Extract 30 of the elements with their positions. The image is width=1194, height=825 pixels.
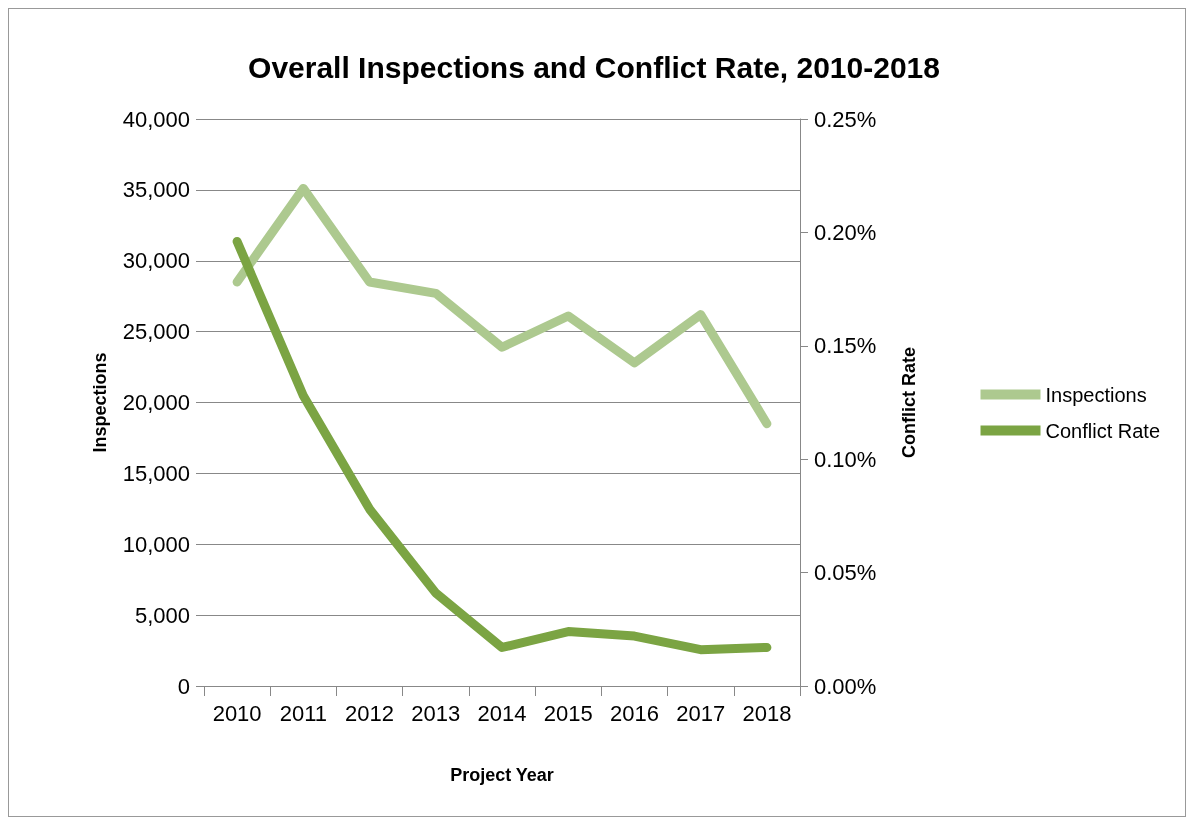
chart-title: Overall Inspections and Conflict Rate, 2010-2018 [248,50,940,84]
legend-label: Inspections [1045,383,1147,406]
y-tick-label: 20,000 [122,390,190,415]
y-tick-label: 15,000 [122,460,190,486]
x-tick-label: 2018 [742,700,792,726]
x-tick-label: 2013 [411,700,461,726]
x-axis-title: Project Year [450,765,554,785]
y2-tick-label: 0.00% [814,673,877,699]
y-axis-title: Inspections [90,352,110,453]
y-tick-label: 0 [177,673,190,699]
y-tick-label: 40,000 [122,106,190,132]
y2-tick-label: 0.20% [814,219,877,245]
legend-label: Conflict Rate [1045,419,1161,442]
x-tick-label: 2015 [543,700,593,726]
x-tick-label: 2017 [676,700,726,726]
y2-tick-label: 0.25% [814,106,877,132]
y-tick-label: 10,000 [122,531,190,557]
y2-tick-label: 0.10% [814,446,877,472]
y-tick-label: 5,000 [134,602,190,628]
y-tick-label: 30,000 [122,248,190,274]
y-tick-label: 35,000 [122,177,190,203]
y2-tick-label: 0.05% [814,560,877,586]
x-tick-label: 2012 [345,700,395,726]
y-tick-label: 25,000 [122,319,190,345]
x-tick-label: 2011 [279,700,327,726]
x-tick-label: 2014 [477,700,527,726]
y2-tick-label: 0.15% [814,333,877,359]
x-tick-label: 2010 [212,700,262,726]
y2-axis-title: Conflict Rate [899,346,919,459]
x-tick-label: 2016 [609,700,659,726]
